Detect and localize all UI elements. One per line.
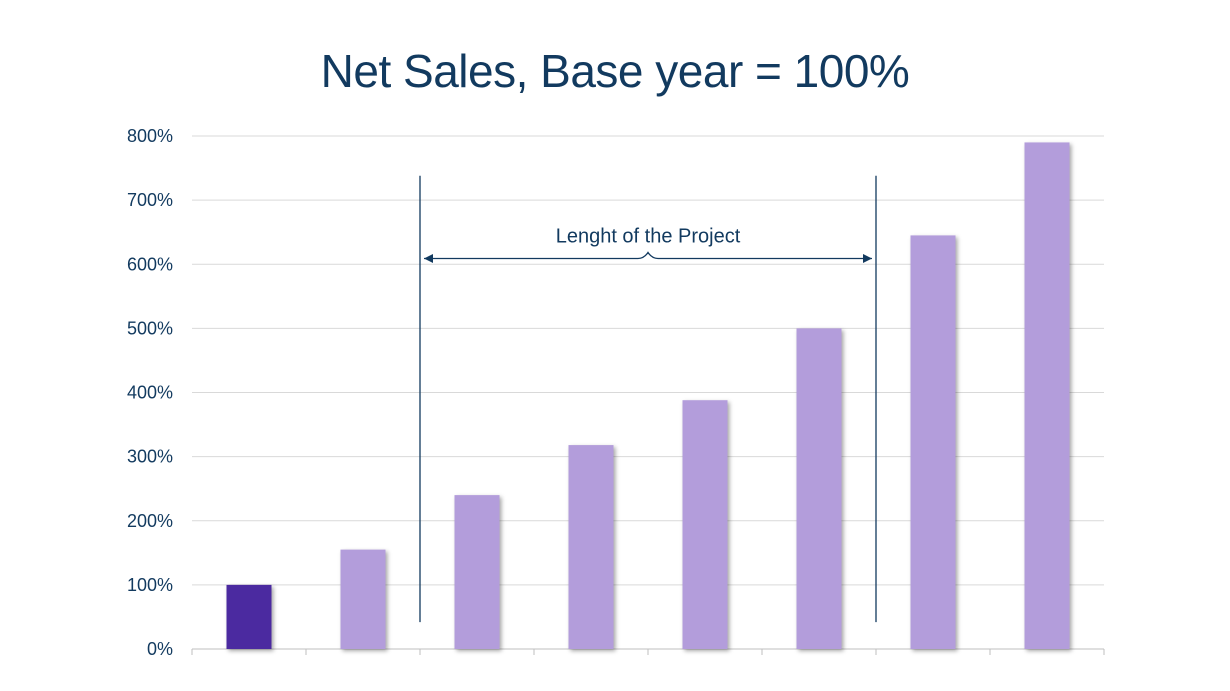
bar <box>226 584 272 649</box>
y-tick-label: 800% <box>127 126 173 146</box>
bar <box>796 328 842 649</box>
y-tick-label: 500% <box>127 318 173 338</box>
y-tick-label: 100% <box>127 575 173 595</box>
project-length-annotation: Lenght of the Project <box>419 175 877 623</box>
y-tick-label: 700% <box>127 190 173 210</box>
bar <box>568 445 614 649</box>
bar <box>1024 142 1070 649</box>
arrowhead-left <box>424 253 433 263</box>
y-tick-label: 300% <box>127 447 173 467</box>
y-tick-label: 0% <box>147 639 173 659</box>
bar <box>340 549 386 649</box>
project-length-label: Lenght of the Project <box>556 225 741 247</box>
bars <box>226 142 1070 650</box>
project-length-arrow <box>424 251 872 260</box>
y-tick-label: 400% <box>127 383 173 403</box>
chart-title: Net Sales, Base year = 100% <box>320 45 910 97</box>
bar <box>454 495 500 649</box>
bar <box>910 235 956 650</box>
bar <box>682 400 728 649</box>
y-tick-label: 600% <box>127 254 173 274</box>
arrowhead-right <box>863 253 872 263</box>
gridlines <box>192 135 1104 586</box>
y-tick-label: 200% <box>127 511 173 531</box>
